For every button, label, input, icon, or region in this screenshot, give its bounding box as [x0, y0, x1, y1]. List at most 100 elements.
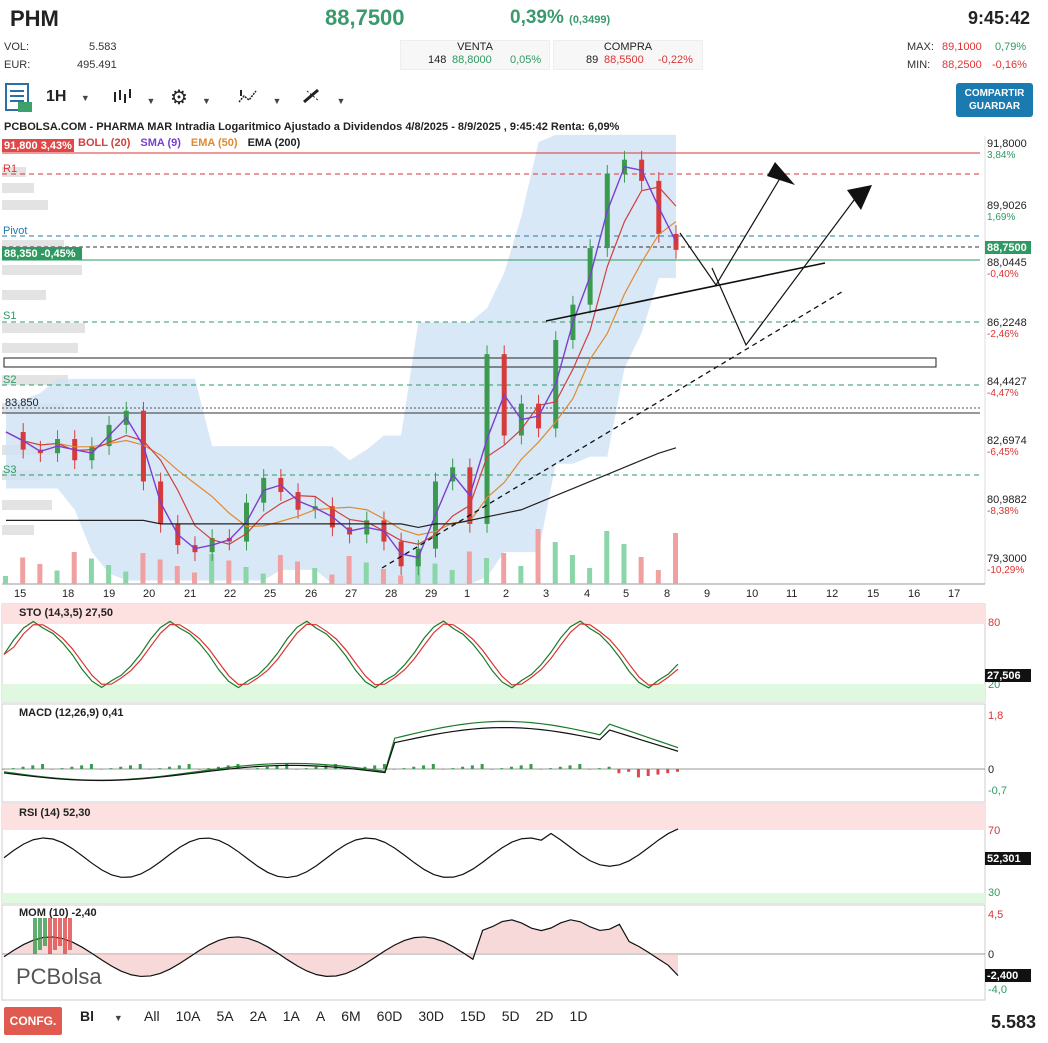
volume-bar: [260, 573, 266, 584]
macd-hist-bar: [627, 769, 631, 772]
volume-bar: [501, 553, 507, 584]
period-button-2a[interactable]: 2A: [249, 1008, 267, 1024]
date-axis-label: 11: [786, 588, 797, 600]
logo-bar: [63, 918, 67, 954]
date-axis-label: 9: [704, 588, 710, 600]
volume-bar: [140, 553, 146, 584]
period-button-15d[interactable]: 15D: [460, 1008, 486, 1024]
compra-qty: 89: [586, 54, 599, 66]
current-tag: 88,350 -0,45%: [4, 248, 76, 260]
arrowhead-icon: [767, 162, 795, 185]
volume-bar: [449, 570, 455, 584]
price-axis-label: 91,8000: [987, 138, 1027, 150]
macd-hist-bar: [656, 769, 660, 775]
interval-select[interactable]: 1H ▼: [46, 88, 90, 105]
chevron-down-icon: ▼: [80, 93, 90, 103]
level-83850-label: 83,850: [5, 397, 39, 409]
min-pct: -0,16%: [992, 59, 1027, 71]
macd-hist-bar: [89, 763, 93, 769]
macd-hist-bar: [568, 765, 572, 769]
max-pct: 0,79%: [995, 41, 1027, 53]
macd-hist-bar: [138, 763, 142, 769]
macd-hist-bar: [158, 768, 162, 769]
macd-hist-bar: [343, 769, 347, 770]
boll-mid-line: [5, 186, 677, 545]
macd-hist-bar: [99, 769, 103, 770]
period-button-a[interactable]: A: [315, 1008, 326, 1024]
macd-axis-top: 1,8: [988, 710, 1003, 722]
mom-label: MOM (10) -2,40: [19, 907, 97, 919]
macd-axis-mid: 0: [988, 764, 994, 776]
gear-icon[interactable]: ⚙ ▼: [170, 87, 211, 109]
period-button-1a[interactable]: 1A: [282, 1008, 300, 1024]
macd-hist-bar: [31, 765, 35, 769]
period-button-5d[interactable]: 5D: [501, 1008, 520, 1024]
volume-bar: [277, 555, 283, 584]
rsi-label: RSI (14) 52,30: [19, 807, 91, 819]
macd-hist-bar: [80, 765, 84, 769]
rsi-axis-bottom: 30: [988, 887, 1000, 899]
volume-bar: [123, 571, 129, 584]
chevron-down-icon: ▼: [113, 1013, 123, 1023]
compra-pct: -0,22%: [658, 54, 693, 66]
sto-tag-bg: [985, 669, 1031, 682]
compra-price: 88,5500: [604, 54, 644, 66]
macd-panel-frame: [1, 703, 986, 803]
mom-axis-mid: 0: [988, 949, 994, 961]
macd-hist-bar: [128, 765, 132, 769]
macd-hist-bar: [216, 766, 220, 769]
period-button-10a[interactable]: 10A: [175, 1008, 201, 1024]
high-tag-bg: [2, 139, 74, 152]
candles-icon[interactable]: ▼: [114, 89, 156, 106]
sto-overbought-zone: [2, 604, 985, 624]
share-save-button[interactable]: COMPARTIR GUARDAR: [956, 83, 1033, 117]
period-selector: All 10A 5A 2A 1A A 6M 60D 30D 15D 5D 2D 1D: [144, 1008, 603, 1024]
config-button[interactable]: CONFG.: [4, 1007, 62, 1035]
date-axis-label: 26: [305, 588, 317, 600]
volume-bar: [673, 533, 678, 584]
macd-hist-bar: [422, 765, 426, 769]
volume-bar: [398, 575, 404, 584]
macd-hist-bar: [617, 769, 621, 774]
period-button-5a[interactable]: 5A: [216, 1008, 234, 1024]
volume-bar: [88, 558, 94, 584]
date-axis-label: 15: [867, 588, 879, 600]
volume-bar: [157, 559, 163, 584]
period-button-30d[interactable]: 30D: [418, 1008, 445, 1024]
date-axis-label: 3: [543, 588, 549, 600]
period-button-1d[interactable]: 1D: [569, 1008, 588, 1024]
macd-hist-bar: [636, 769, 640, 778]
macd-hist-bar: [500, 768, 504, 769]
period-button-60d[interactable]: 60D: [376, 1008, 403, 1024]
date-axis-label: 4: [584, 588, 590, 600]
period-button-2d[interactable]: 2D: [535, 1008, 554, 1024]
macd-hist-bar: [168, 766, 172, 769]
volume-bar: [518, 566, 524, 584]
mom-axis-bottom: -4,0: [988, 984, 1007, 996]
date-axis-label: 28: [385, 588, 397, 600]
chart-title: PCBOLSA.COM - PHARMA MAR Intradia Logari…: [4, 121, 620, 133]
projection-arrow-2: [711, 191, 861, 347]
chart-list-icon[interactable]: [4, 82, 34, 114]
macd-hist-bar: [373, 765, 377, 769]
volume-profile-bar: [2, 183, 34, 193]
macd-hist-bar: [148, 769, 152, 770]
projection-arrow-1: [679, 174, 783, 287]
indicators-icon[interactable]: ▼: [238, 88, 281, 109]
macd-hist-bar: [275, 765, 279, 769]
date-axis-label: 27: [345, 588, 357, 600]
draw-tool-icon[interactable]: ▼: [302, 88, 345, 109]
legend-item: EMA (200): [247, 137, 301, 149]
mom-tag-bg: [985, 969, 1031, 982]
volume-profile-bar: [2, 290, 46, 300]
venta-box: VENTA 148 88,8000 0,05%: [400, 40, 550, 70]
high-tag: 91,800 3,43%: [4, 140, 72, 152]
chart-type-select[interactable]: Bl ▼: [80, 1008, 123, 1024]
period-button-6m[interactable]: 6M: [341, 1008, 361, 1024]
price-axis-pct: 1,69%: [987, 212, 1015, 223]
price-axis-pct: -10,29%: [987, 565, 1024, 576]
period-button-all[interactable]: All: [144, 1008, 160, 1024]
arrowhead-icon: [847, 185, 872, 210]
macd-hist-bar: [324, 765, 328, 769]
